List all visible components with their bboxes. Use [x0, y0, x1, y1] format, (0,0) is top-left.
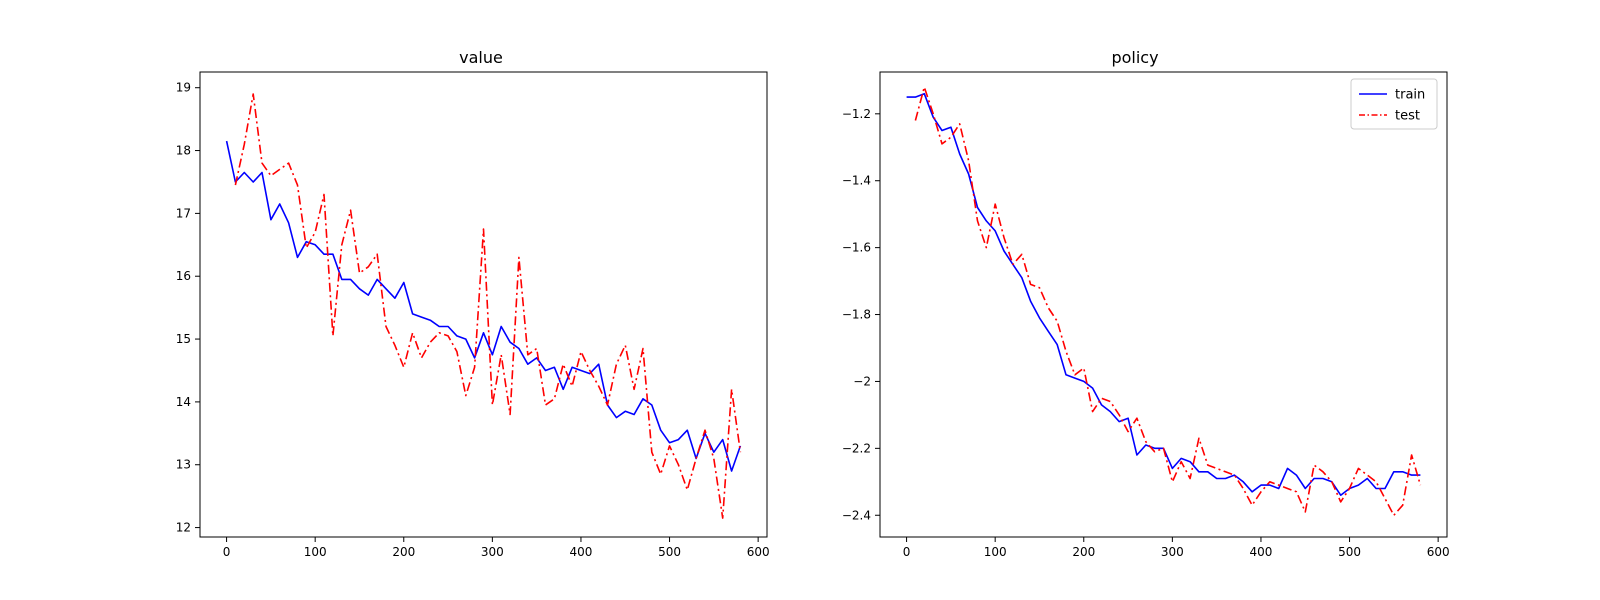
policy-chart-title: policy	[1111, 48, 1158, 67]
x-tick-label: 600	[747, 545, 770, 559]
x-tick-label: 0	[903, 545, 911, 559]
plot-frame	[199, 71, 768, 538]
y-tick-label: 14	[176, 395, 191, 409]
value-subplot: value 0 100 200 300 400 500 600 12 13 14 15 16 17 18 1…	[176, 48, 770, 559]
legend-label-test: test	[1395, 109, 1420, 124]
policy-subplot: policy 0 100 200 300 400 500 600 −2.4 −2.2 −2 −1.8…	[842, 48, 1450, 559]
legend-label-train: train	[1395, 88, 1425, 103]
y-tick-label: −1.2	[842, 107, 871, 121]
x-tick-label: 300	[481, 545, 504, 559]
y-tick-label: 13	[176, 458, 191, 472]
x-tick-label: 100	[984, 545, 1007, 559]
y-tick-label: 17	[176, 206, 191, 220]
y-tick-label: 18	[176, 144, 191, 158]
y-tick-label: 12	[176, 521, 191, 535]
x-tick-label: 400	[1250, 545, 1273, 559]
x-tick-label: 200	[392, 545, 415, 559]
value-plot-area: 0 100 200 300 400 500 600 12 13 14 15 16 17 18 19	[176, 71, 770, 559]
plot-frame	[879, 71, 1448, 538]
series-line-test	[234, 93, 742, 519]
y-tick-label: −1.4	[842, 174, 871, 188]
legend-box	[1350, 78, 1438, 130]
y-tick-label: 19	[176, 81, 191, 95]
x-tick-label: 500	[658, 545, 681, 559]
y-tick-label: −2	[853, 374, 871, 388]
series-line-test	[914, 86, 1422, 517]
policy-plot-area: 0 100 200 300 400 500 600 −2.4 −2.2 −2 −1.8 −1.6 −1.…	[842, 71, 1450, 559]
y-tick-label: −2.4	[842, 508, 871, 522]
x-tick-label: 200	[1072, 545, 1095, 559]
y-tick-label: −1.8	[842, 308, 871, 322]
x-tick-label: 300	[1161, 545, 1184, 559]
y-tick-label: 15	[176, 332, 191, 346]
x-tick-label: 0	[223, 545, 231, 559]
y-tick-label: −2.2	[842, 441, 871, 455]
x-tick-label: 400	[570, 545, 593, 559]
value-chart-title: value	[459, 48, 503, 67]
x-tick-label: 500	[1338, 545, 1361, 559]
policy-legend: train test	[1350, 78, 1438, 130]
x-tick-label: 600	[1427, 545, 1450, 559]
y-tick-label: −1.6	[842, 241, 871, 255]
series-line-train	[225, 140, 742, 472]
x-tick-label: 100	[304, 545, 327, 559]
y-tick-label: 16	[176, 269, 191, 283]
